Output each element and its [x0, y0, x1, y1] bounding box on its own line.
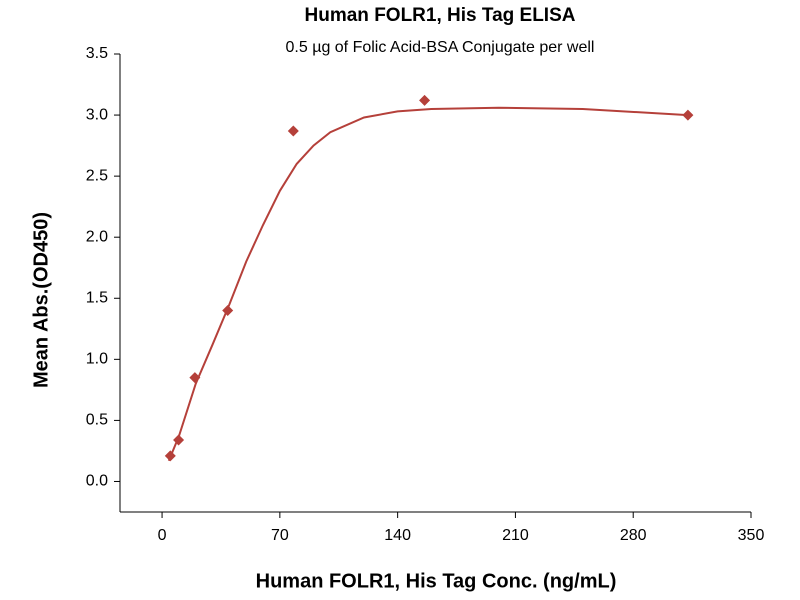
x-tick-label: 70	[271, 527, 289, 544]
y-tick-label: 3.5	[86, 45, 108, 62]
y-tick-label: 3.0	[86, 106, 108, 123]
x-tick-label: 350	[738, 527, 765, 544]
x-tick-label: 140	[384, 527, 411, 544]
data-point	[222, 304, 234, 316]
data-point	[173, 434, 185, 446]
data-point	[164, 450, 176, 462]
y-tick-label: 1.5	[86, 289, 108, 306]
y-tick-label: 1.0	[86, 351, 108, 368]
fit-curve	[167, 106, 688, 462]
data-point	[682, 109, 694, 121]
x-tick-label: 210	[502, 527, 529, 544]
chart-subtitle: 0.5 µg of Folic Acid-BSA Conjugate per w…	[286, 39, 595, 56]
y-tick-label: 2.5	[86, 167, 108, 184]
x-tick-label: 0	[158, 527, 167, 544]
x-axis-label: Human FOLR1, His Tag Conc. (ng/mL)	[256, 570, 617, 592]
chart-title: Human FOLR1, His Tag ELISA	[305, 5, 576, 26]
x-tick-label: 280	[620, 527, 647, 544]
data-point	[189, 372, 201, 384]
y-axis-label: Mean Abs.(OD450)	[30, 212, 52, 388]
data-point	[287, 125, 299, 137]
data-point	[419, 94, 431, 106]
y-tick-label: 0.5	[86, 412, 108, 429]
y-tick-label: 0.0	[86, 473, 108, 490]
y-tick-label: 2.0	[86, 228, 108, 245]
